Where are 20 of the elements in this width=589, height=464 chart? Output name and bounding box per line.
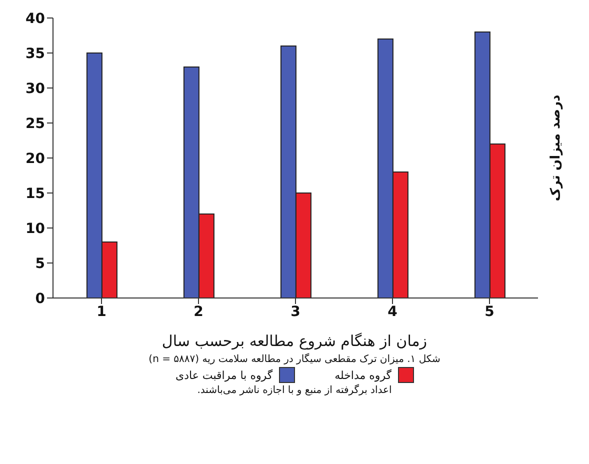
x-tick-label: 3 (290, 304, 300, 320)
y-tick-label: 5 (35, 256, 45, 272)
x-tick-label: 5 (484, 304, 494, 320)
y-tick-label: 35 (26, 46, 45, 62)
y-tick-label: 15 (26, 186, 45, 202)
y-tick-label: 0 (35, 290, 46, 307)
legend-label: گروه مداخله (334, 368, 392, 382)
y-tick-label: 30 (26, 80, 46, 97)
x-axis-title: زمان از هنگام شروع مطالعه برحسب سال (160, 332, 428, 350)
x-tick-label: 1 (96, 304, 106, 320)
x-tick-label: 4 (388, 304, 398, 320)
y-tick-label: 10 (26, 220, 46, 237)
text: شکل ۱. میزان ترک مقطعی سیگار در مطالعه سلامت ریه (n = ۵۸۸۷) (148, 354, 442, 365)
text: اعداد برگرفته از منبع و با اجازه ناشر می‌باشند. (196, 385, 393, 396)
y-tick-label: 20 (26, 150, 46, 167)
x-tick-label: 2 (194, 304, 204, 320)
y-tick-label: 40 (26, 10, 46, 27)
y-tick-label: 25 (26, 116, 45, 132)
y-axis-title: درصد میزان ترک (548, 94, 564, 202)
legend-label: گروه با مراقبت عادی (175, 368, 273, 382)
